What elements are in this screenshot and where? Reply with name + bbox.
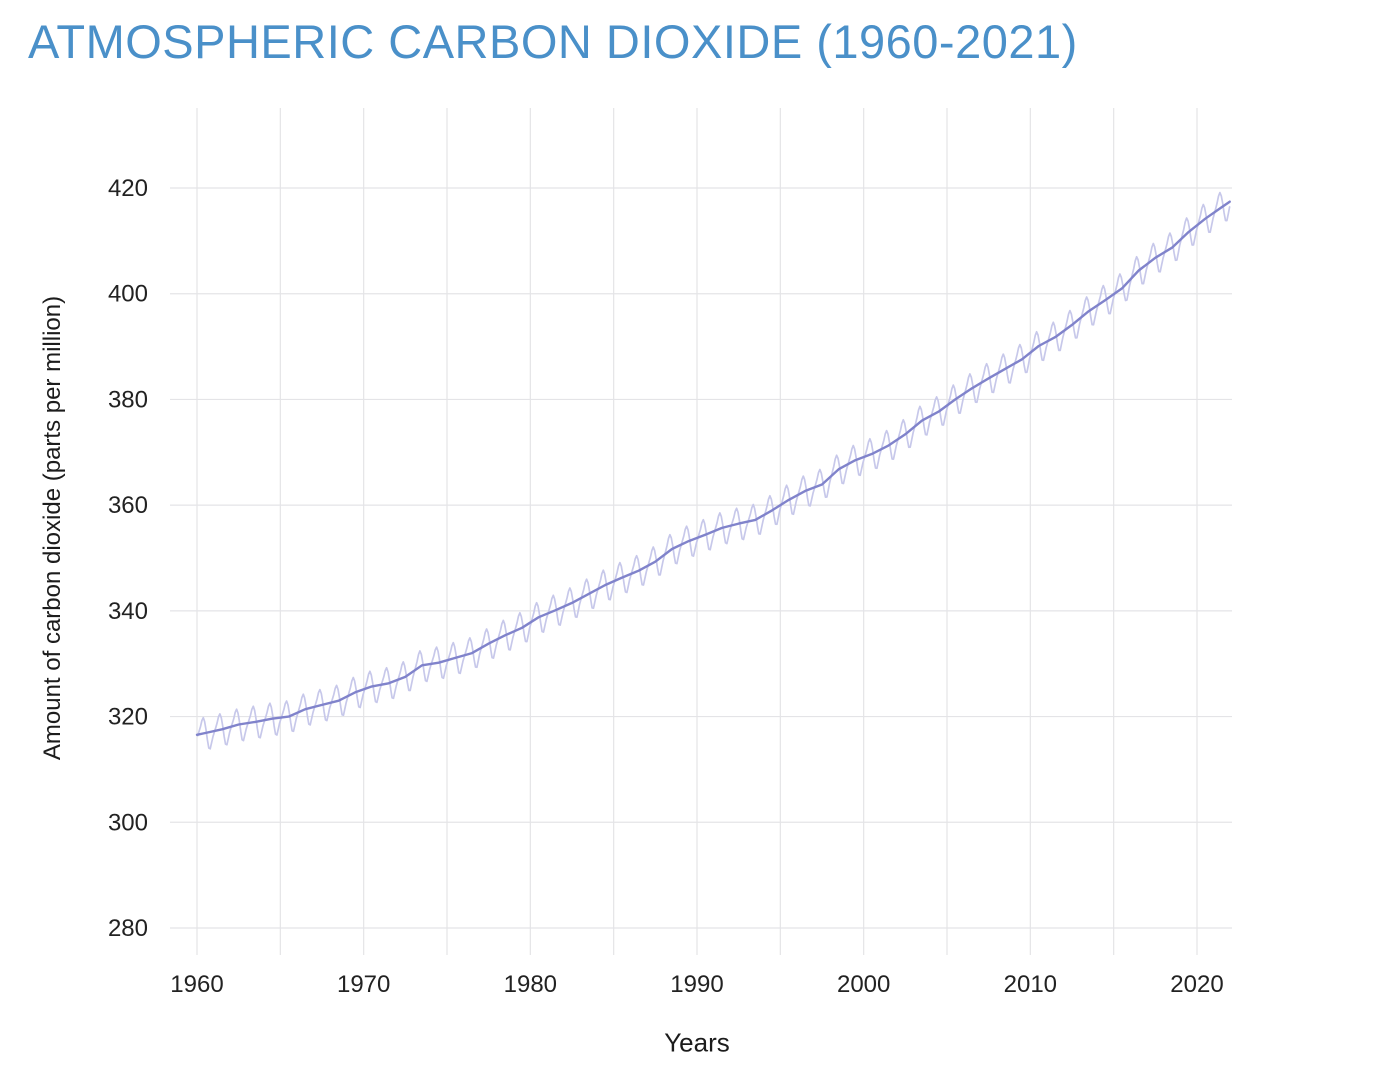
y-tick-label: 360 — [108, 492, 148, 519]
y-tick-label: 300 — [108, 809, 148, 836]
x-tick-label: 1960 — [170, 971, 223, 998]
x-tick-label: 1990 — [670, 971, 723, 998]
x-tick-label: 1980 — [504, 971, 557, 998]
x-tick-label: 2020 — [1170, 971, 1223, 998]
y-tick-label: 320 — [108, 704, 148, 731]
y-tick-label: 400 — [108, 281, 148, 308]
x-tick-label: 2010 — [1004, 971, 1057, 998]
tick-labels: 280 300 320 340 360 380 400 420 1960 1970 1980 1990… — [108, 175, 1224, 998]
x-tick-label: 1970 — [337, 971, 390, 998]
x-tick-label: 2000 — [837, 971, 890, 998]
annual-trend-line — [195, 200, 1231, 736]
gridlines — [170, 108, 1232, 955]
y-tick-label: 280 — [108, 915, 148, 942]
page-title: ATMOSPHERIC CARBON DIOXIDE (1960-2021) — [28, 15, 1078, 68]
y-tick-label: 420 — [108, 175, 148, 202]
x-axis-label: Years — [664, 1027, 730, 1058]
y-tick-label: 380 — [108, 386, 148, 413]
y-tick-label: 340 — [108, 598, 148, 625]
monthly-co2-line — [196, 191, 1231, 750]
